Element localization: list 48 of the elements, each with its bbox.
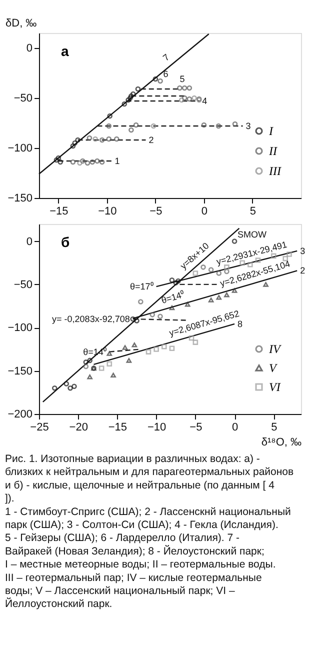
annotation: θ=14⁰ <box>160 289 186 306</box>
x-tick-label: −15 <box>50 206 68 218</box>
legend-label: II <box>268 144 278 158</box>
y-tick-label: 0 <box>26 42 32 54</box>
legend-label: IV <box>268 342 282 356</box>
annotation: y= -0,2083x-92,708 <box>52 314 130 324</box>
annotation: θ=17⁰ <box>130 282 154 292</box>
x-tick-label: −15 <box>108 422 128 434</box>
y-tick-label: −150 <box>8 365 32 378</box>
y-tick-label: −50 <box>14 92 32 104</box>
legend-label: V <box>269 361 278 375</box>
legend-label: III <box>268 164 282 178</box>
x-tick-label: −25 <box>30 422 49 434</box>
y-tick-label: 0 <box>26 236 32 248</box>
text: I – местные метеорные воды; II – геотермальные воды. III – геотермальный пар; IV – кислые геотермальные воды; V – Лассенский национальный парк; VI – Йеллоустонский парк. <box>5 558 276 610</box>
annotation: 3 <box>300 246 306 256</box>
annotation: 8 <box>238 318 243 329</box>
annotation: 7 <box>161 52 172 63</box>
y-axis-title: δD, ‰ <box>6 18 37 30</box>
y-tick-label: −100 <box>8 142 32 154</box>
y-tick-label: −150 <box>8 192 32 204</box>
y-tick-label: −100 <box>8 322 32 334</box>
text: Рис. 1. Изотопные вариации в различных водах: а) - близких к нейтральным и для парагеотермальных районов и б) - кислые, щелочные и нейтральные (по данным [ 4 ]). <box>5 453 294 505</box>
annotation: 2 <box>300 266 306 276</box>
legend-label: I <box>268 124 274 138</box>
annotation: б <box>61 234 70 250</box>
x-tick-label: −5 <box>190 422 202 434</box>
x-tick-label: −5 <box>150 206 162 218</box>
y-tick-label: −200 <box>8 408 32 420</box>
x-tick-label: −20 <box>69 422 88 434</box>
x-tick-label: 5 <box>250 206 256 218</box>
annotation: 5 <box>180 74 185 84</box>
annotation: SMOW <box>238 229 268 240</box>
text: 1 - Стимбоут-Спригс (США); 2 - Лассенскнй национальный парк (США); 3 - Солтон-Си (США); 4 - Гекла (Исландия). 5 - Гейзеры (США); 6 - Лардерелло (Италия). 7 - Вайракей (Новая Зеландия); 8 - Йелоустонский парк; <box>5 506 291 558</box>
annotation: 2 <box>148 135 154 145</box>
legend-label: VI <box>269 380 282 394</box>
y-tick-label: −50 <box>14 278 32 291</box>
annotation: 4 <box>202 96 208 106</box>
x-tick-label: 0 <box>201 206 208 218</box>
x-tick-label: 0 <box>232 422 238 434</box>
x-axis-title: δ¹⁸O, ‰ <box>261 436 302 448</box>
annotation: 1 <box>114 156 120 166</box>
x-tick-label: −10 <box>147 422 166 434</box>
x-tick-label: −10 <box>98 206 117 218</box>
annotation: 6 <box>163 69 168 79</box>
x-tick-label: 5 <box>271 422 278 434</box>
annotation: а <box>61 43 69 59</box>
annotation: 3 <box>246 121 251 131</box>
